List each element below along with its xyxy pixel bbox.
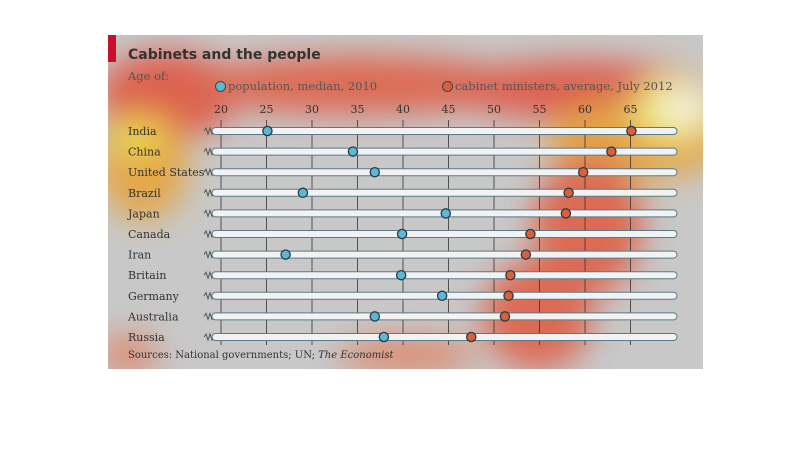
point-cabinet: [520, 249, 532, 260]
point-population: [395, 269, 407, 281]
point-cabinet: [577, 166, 589, 178]
source-publication: The Economist: [318, 350, 394, 361]
legend-item-cabinet: cabinet ministers, average, July 2012: [442, 79, 673, 93]
row-bar: [211, 312, 678, 321]
point-population: [280, 249, 291, 260]
category-label: Germany: [128, 290, 180, 303]
x-tick-label: 25: [260, 103, 274, 116]
point-population: [262, 125, 273, 137]
point-cabinet: [606, 146, 617, 157]
category-label: Iran: [128, 249, 151, 262]
point-population: [396, 228, 408, 240]
legend-label-cabinet: cabinet ministers, average, July 2012: [455, 79, 673, 93]
x-tick-label: 40: [396, 103, 410, 116]
x-tick-label: 65: [624, 103, 638, 116]
x-tick-label: 50: [487, 103, 501, 116]
source-note: Sources: National governments; UN; The E…: [128, 350, 394, 361]
chart-title: Cabinets and the people: [128, 47, 321, 63]
chart-subtitle: Age of:: [128, 69, 170, 83]
category-label: Japan: [127, 207, 160, 220]
category-label: India: [128, 125, 157, 138]
category-label: Britain: [128, 269, 166, 282]
point-population: [369, 311, 381, 322]
x-tick-label: 60: [578, 103, 592, 116]
category-label: Australia: [127, 310, 179, 323]
point-population: [378, 331, 390, 343]
chart-panel: [108, 35, 703, 369]
point-cabinet: [560, 208, 572, 219]
row-bar: [211, 168, 678, 177]
legend-label-population: population, median, 2010: [228, 79, 378, 93]
category-label: United States: [128, 166, 205, 179]
x-tick-label: 35: [351, 103, 365, 116]
accent-bar: [108, 35, 116, 62]
row-bar: [211, 147, 678, 156]
row-bar: [211, 188, 678, 197]
point-cabinet: [563, 187, 574, 199]
category-label: China: [128, 146, 161, 159]
x-tick-label: 30: [305, 103, 319, 116]
point-population: [347, 146, 359, 157]
row-bar: [211, 127, 678, 135]
point-cabinet: [626, 125, 637, 137]
x-tick-label: 45: [442, 103, 456, 116]
category-label: Canada: [128, 228, 171, 241]
row-bar: [211, 230, 678, 238]
point-population: [369, 166, 381, 178]
row-bar: [211, 250, 678, 259]
point-cabinet: [465, 331, 477, 343]
source-text: Sources: National governments; UN;: [128, 350, 319, 361]
category-label: Brazil: [128, 187, 161, 200]
point-cabinet: [525, 228, 536, 240]
legend-item-population: population, median, 2010: [215, 79, 377, 93]
x-tick-label: 55: [533, 103, 547, 116]
point-cabinet: [505, 269, 516, 281]
category-label: Russia: [128, 331, 165, 344]
point-population: [297, 187, 309, 199]
x-tick-label: 20: [214, 103, 228, 116]
legend-marker-population: [215, 80, 226, 92]
point-cabinet: [499, 311, 511, 322]
point-population: [436, 290, 448, 302]
point-population: [440, 208, 452, 219]
legend-marker-cabinet: [442, 80, 453, 92]
point-cabinet: [503, 290, 514, 302]
row-bar: [211, 333, 678, 341]
heatmap-overlay: [108, 50, 703, 369]
row-bar: [211, 271, 678, 280]
